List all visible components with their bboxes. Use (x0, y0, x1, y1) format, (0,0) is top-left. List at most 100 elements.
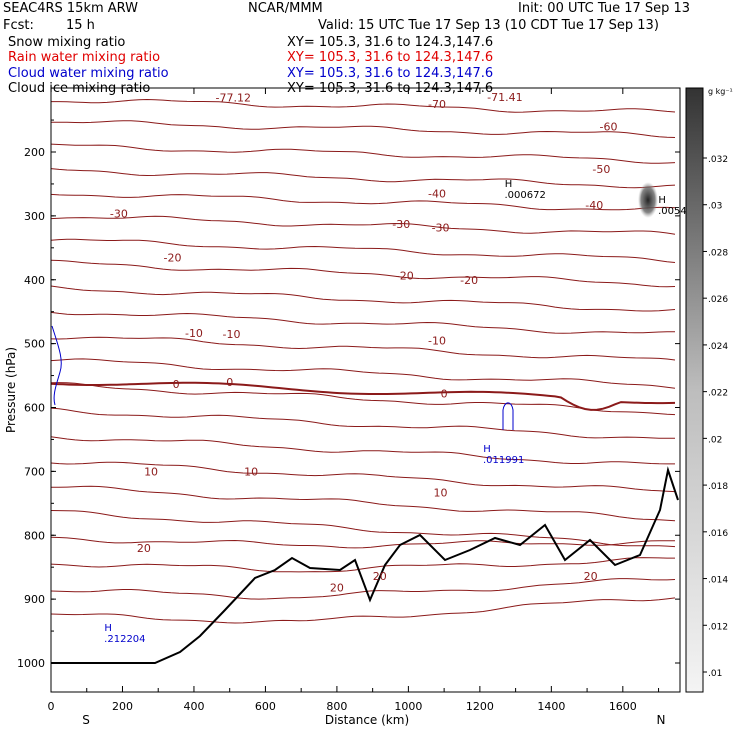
extremum-value: .212204 (104, 634, 145, 645)
isotherm-line (50, 285, 676, 312)
isotherm-line (50, 578, 676, 600)
zero-isotherm-line (50, 381, 676, 411)
contour-label: 10 (434, 486, 448, 499)
contour-label: -60 (600, 120, 618, 133)
cloud-water-contour-left (51, 325, 62, 406)
extremum-value: .011991 (483, 455, 524, 466)
temperature-isotherms (50, 98, 676, 624)
contour-label: 0 (173, 378, 180, 391)
contour-label: -77.12 (216, 92, 251, 105)
contour-label: -20 (396, 269, 414, 282)
y-tick-label: 800 (24, 529, 45, 542)
contour-label: 0 (226, 376, 233, 389)
y-tick-label: 400 (24, 274, 45, 287)
colorbar (685, 87, 704, 693)
colorbar-tick-label: .016 (708, 529, 728, 539)
isotherm-line (50, 358, 676, 389)
zero-isotherm (50, 381, 676, 411)
contour-label: -40 (585, 199, 603, 212)
field-xy-snow: XY= 105.3, 31.6 to 124.3,147.6 (287, 35, 494, 50)
south-label: S (82, 713, 90, 727)
contour-label: -30 (432, 221, 450, 234)
extremum-value: .000672 (504, 190, 545, 201)
org-label: NCAR/MMM (248, 1, 323, 16)
isotherm-line (50, 436, 675, 465)
cloud-water-contour-right (502, 402, 514, 430)
x-tick-label: 600 (255, 700, 276, 713)
colorbar-unit: g kg⁻¹ (708, 87, 733, 96)
y-tick-label: 200 (24, 146, 45, 159)
y-tick-label: 900 (24, 593, 45, 606)
contour-label: 20 (584, 570, 598, 583)
model-label: SEAC4RS 15km ARW (3, 1, 139, 16)
colorbar-tick-label: .03 (708, 202, 722, 212)
contour-label: -20 (460, 274, 478, 287)
extremum-value: .0054 (658, 206, 687, 217)
x-tick-label: 0 (48, 700, 55, 713)
isotherm-line (50, 259, 676, 288)
isotherm-line (50, 557, 675, 573)
contour-label: 20 (330, 582, 344, 595)
colorbar-tick-label: .026 (708, 295, 728, 305)
isotherm-line (51, 98, 676, 113)
isotherm-line (50, 536, 675, 549)
fcst-value: 15 h (66, 18, 95, 33)
extremum-mark: H (505, 179, 513, 190)
y-tick-label: 300 (24, 210, 45, 223)
colorbar-tick-label: .014 (708, 576, 728, 586)
contour-label: -30 (110, 207, 128, 220)
fcst-label: Fcst: (3, 18, 34, 33)
contour-labels: -77.12 -71.41 -70 -60 -50 -40 -40 -30 -30 -30 -20 -… (110, 91, 618, 595)
contour-label: -71.41 (487, 91, 522, 104)
contour-label: -40 (428, 188, 446, 201)
isotherm-line (50, 461, 676, 493)
field-xy-cloud-water: XY= 105.3, 31.6 to 124.3,147.6 (287, 66, 494, 81)
isotherm-line (50, 193, 676, 211)
field-xy-rain: XY= 105.3, 31.6 to 124.3,147.6 (287, 50, 494, 65)
terrain-profile (51, 466, 679, 664)
y-tick-label: 1000 (17, 657, 45, 670)
colorbar-tick-label: .018 (708, 482, 728, 492)
y-tick-label: 700 (24, 465, 45, 478)
extremum-mark: H (658, 195, 666, 206)
contour-label: -10 (428, 334, 446, 347)
field-name-rain: Rain water mixing ratio (8, 50, 161, 65)
x-tick-label: 1400 (537, 700, 565, 713)
x-axis: 0 200 400 600 800 1000 1200 1400 1600 (48, 88, 660, 713)
contour-label: -30 (392, 218, 410, 231)
colorbar-tick-label: .028 (708, 248, 728, 258)
cloud-ice-shading (638, 182, 658, 218)
x-tick-label: 1600 (609, 700, 637, 713)
x-axis-title: Distance (km) (325, 713, 409, 727)
isotherm-line (50, 382, 676, 416)
x-tick-label: 400 (183, 700, 204, 713)
contour-label: 10 (244, 465, 258, 478)
plot-frame (50, 87, 681, 693)
contour-label: -50 (592, 163, 610, 176)
contour-label: 20 (373, 570, 387, 583)
y-tick-label: 600 (24, 402, 45, 415)
isotherm-line (50, 168, 676, 189)
isotherm-line (50, 336, 676, 361)
x-tick-label: 1000 (394, 700, 422, 713)
extremum-mark: H (104, 623, 112, 634)
x-tick-label: 200 (112, 700, 133, 713)
x-tick-label: 1200 (466, 700, 494, 713)
isotherm-line (51, 485, 676, 522)
contour-label: -10 (185, 327, 203, 340)
isotherm-line (50, 597, 676, 624)
contour-label: 0 (441, 387, 448, 400)
field-name-cloud-water: Cloud water mixing ratio (8, 66, 169, 81)
isotherm-line (50, 215, 676, 235)
valid-label: Valid: 15 UTC Tue 17 Sep 13 (10 CDT Tue … (318, 18, 659, 33)
contour-label: -10 (222, 328, 240, 341)
colorbar-tick-label: .012 (708, 622, 728, 632)
north-label: N (657, 713, 666, 727)
y-tick-label: 500 (24, 338, 45, 351)
field-name-snow: Snow mixing ratio (8, 35, 126, 50)
contour-label: -20 (164, 251, 182, 264)
isotherm-line (50, 311, 675, 334)
